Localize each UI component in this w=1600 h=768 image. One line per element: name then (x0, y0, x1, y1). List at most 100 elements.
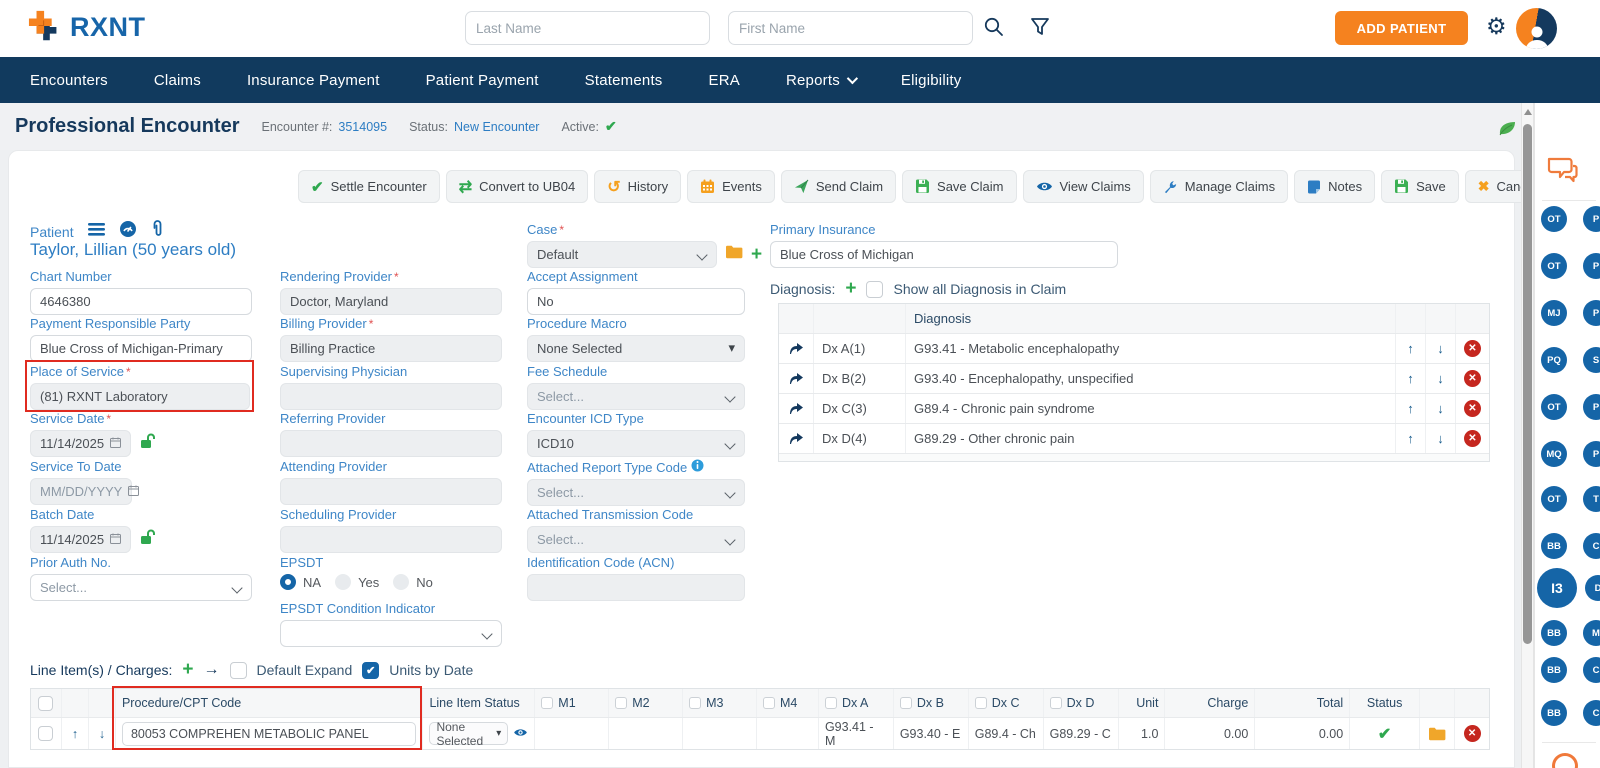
add-patient-button[interactable]: ADD PATIENT (1335, 11, 1468, 45)
share-arrow-icon[interactable] (779, 364, 813, 393)
first-name-input[interactable] (728, 11, 973, 45)
calendar-icon[interactable] (110, 532, 122, 547)
identification-code-input[interactable] (527, 574, 745, 601)
calendar-icon[interactable] (110, 436, 122, 451)
referring-provider-input[interactable] (280, 430, 502, 457)
chat-badge[interactable]: OT (1541, 486, 1567, 512)
move-up-icon[interactable]: ↑ (1395, 364, 1425, 393)
calendar-icon[interactable] (128, 484, 140, 499)
supervising-physician-input[interactable] (280, 383, 502, 410)
chat-badge-secondary[interactable]: S (1583, 347, 1600, 373)
batch-date-input[interactable]: 11/14/2025 (30, 526, 132, 553)
chat-badge-secondary[interactable]: P (1583, 300, 1600, 326)
expand-arrow-icon[interactable]: → (203, 661, 220, 678)
chat-badge[interactable]: BB (1541, 657, 1567, 683)
payment-responsible-party-input[interactable]: Blue Cross of Michigan-Primary (30, 335, 252, 362)
chat-badge-secondary[interactable]: C (1583, 533, 1600, 559)
manage-claims-button[interactable]: Manage Claims (1149, 170, 1289, 203)
nav-claims[interactable]: Claims (153, 71, 201, 89)
patient-name[interactable]: Taylor, Lillian (50 years old) (30, 240, 236, 259)
view-claims-button[interactable]: View Claims (1022, 170, 1144, 203)
nav-statements[interactable]: Statements (584, 71, 663, 89)
move-down-icon[interactable]: ↓ (1425, 364, 1455, 393)
scrollbar-up-arrow[interactable] (1524, 109, 1532, 115)
dashboard-gauge-icon[interactable] (119, 220, 137, 243)
move-up-icon[interactable]: ↑ (60, 718, 88, 749)
send-claim-button[interactable]: Send Claim (780, 170, 897, 203)
move-down-icon[interactable]: ↓ (1425, 334, 1455, 363)
chat-badge-secondary[interactable]: D (1585, 575, 1600, 601)
delete-diagnosis-icon[interactable]: ✕ (1464, 370, 1481, 387)
chat-badge-secondary[interactable]: C (1583, 700, 1600, 726)
chat-badge[interactable]: PQ (1541, 347, 1567, 373)
chat-icon[interactable] (1546, 156, 1578, 191)
delete-diagnosis-icon[interactable]: ✕ (1464, 430, 1481, 447)
chat-badge[interactable]: MJ (1541, 300, 1567, 326)
patient-menu-icon[interactable] (87, 222, 105, 241)
add-diagnosis-icon[interactable]: + (845, 278, 857, 299)
attached-report-type-select[interactable]: Select... (527, 479, 745, 506)
chat-badge[interactable]: MQ (1541, 441, 1567, 467)
chat-icon-partial[interactable] (1552, 753, 1578, 768)
chat-badge-secondary[interactable]: P (1583, 253, 1600, 279)
move-down-icon[interactable]: ↓ (1425, 424, 1455, 453)
dxc-checkbox[interactable] (974, 697, 987, 709)
delete-diagnosis-icon[interactable]: ✕ (1464, 400, 1481, 417)
select-all-checkbox[interactable] (38, 695, 54, 711)
chat-badge[interactable]: OT (1541, 206, 1567, 232)
save-button[interactable]: Save (1381, 170, 1459, 203)
prior-auth-select[interactable]: Select... (30, 574, 252, 601)
move-up-icon[interactable]: ↑ (1395, 334, 1425, 363)
status-value[interactable]: New Encounter (453, 119, 540, 134)
nav-eligibility[interactable]: Eligibility (900, 71, 962, 89)
add-line-item-icon[interactable]: + (182, 659, 194, 680)
unlock-icon[interactable] (140, 433, 156, 454)
share-arrow-icon[interactable] (779, 394, 813, 423)
chat-badge-secondary[interactable]: T (1583, 486, 1600, 512)
procedure-macro-select[interactable]: None Selected (527, 335, 745, 362)
rxnt-logo[interactable]: RXNT (28, 8, 146, 46)
service-to-date-input[interactable]: MM/DD/YYYY (30, 478, 140, 505)
accept-assignment-input[interactable]: No (527, 288, 745, 315)
dxb-checkbox[interactable] (899, 697, 912, 709)
avatar[interactable] (1516, 8, 1557, 49)
rendering-provider-input[interactable]: Doctor, Maryland (280, 288, 502, 315)
convert-to-ub04-button[interactable]: ⇄ Convert to UB04 (445, 170, 589, 203)
service-date-input[interactable]: 11/14/2025 (30, 430, 132, 457)
scrollbar-thumb[interactable] (1523, 124, 1532, 644)
chat-badge-secondary[interactable]: C (1583, 657, 1600, 683)
chat-badge[interactable]: OT (1541, 253, 1567, 279)
chat-badge[interactable]: BB (1541, 700, 1567, 726)
attending-provider-input[interactable] (280, 478, 502, 505)
chat-badge[interactable]: BB (1541, 533, 1567, 559)
move-up-icon[interactable]: ↑ (1395, 424, 1425, 453)
epsdt-radio-yes[interactable] (335, 574, 352, 590)
chat-badge-secondary[interactable]: P (1583, 441, 1600, 467)
move-up-icon[interactable]: ↑ (1395, 394, 1425, 423)
delete-diagnosis-icon[interactable]: ✕ (1464, 340, 1481, 357)
save-claim-button[interactable]: Save Claim (902, 170, 1017, 203)
dxd-checkbox[interactable] (1049, 697, 1062, 709)
units-by-date-checkbox[interactable]: ✔ (362, 661, 380, 679)
row-checkbox[interactable] (38, 726, 54, 741)
m3-checkbox[interactable] (689, 697, 702, 709)
case-select[interactable]: Default (527, 241, 717, 268)
move-down-icon[interactable]: ↓ (87, 718, 115, 749)
folder-icon[interactable] (1419, 718, 1454, 749)
eye-icon[interactable] (513, 727, 528, 741)
nav-reports[interactable]: Reports (786, 72, 858, 89)
unlock-icon[interactable] (140, 529, 156, 550)
last-name-input[interactable] (465, 11, 710, 45)
info-icon[interactable] (691, 459, 704, 475)
notes-button[interactable]: Notes (1294, 170, 1376, 203)
share-arrow-icon[interactable] (779, 334, 813, 363)
chat-badge[interactable]: BB (1541, 620, 1567, 646)
paperclip-icon[interactable] (151, 220, 164, 243)
add-case-icon[interactable]: + (751, 243, 763, 265)
filter-icon[interactable] (1029, 16, 1053, 40)
primary-insurance-input[interactable]: Blue Cross of Michigan (770, 241, 1118, 268)
nav-patient-payment[interactable]: Patient Payment (425, 71, 539, 89)
procedure-code-input[interactable]: 80053 COMPREHEN METABOLIC PANEL (121, 721, 417, 746)
encounter-value[interactable]: 3514095 (338, 119, 388, 134)
chat-badge[interactable]: OT (1541, 394, 1567, 420)
